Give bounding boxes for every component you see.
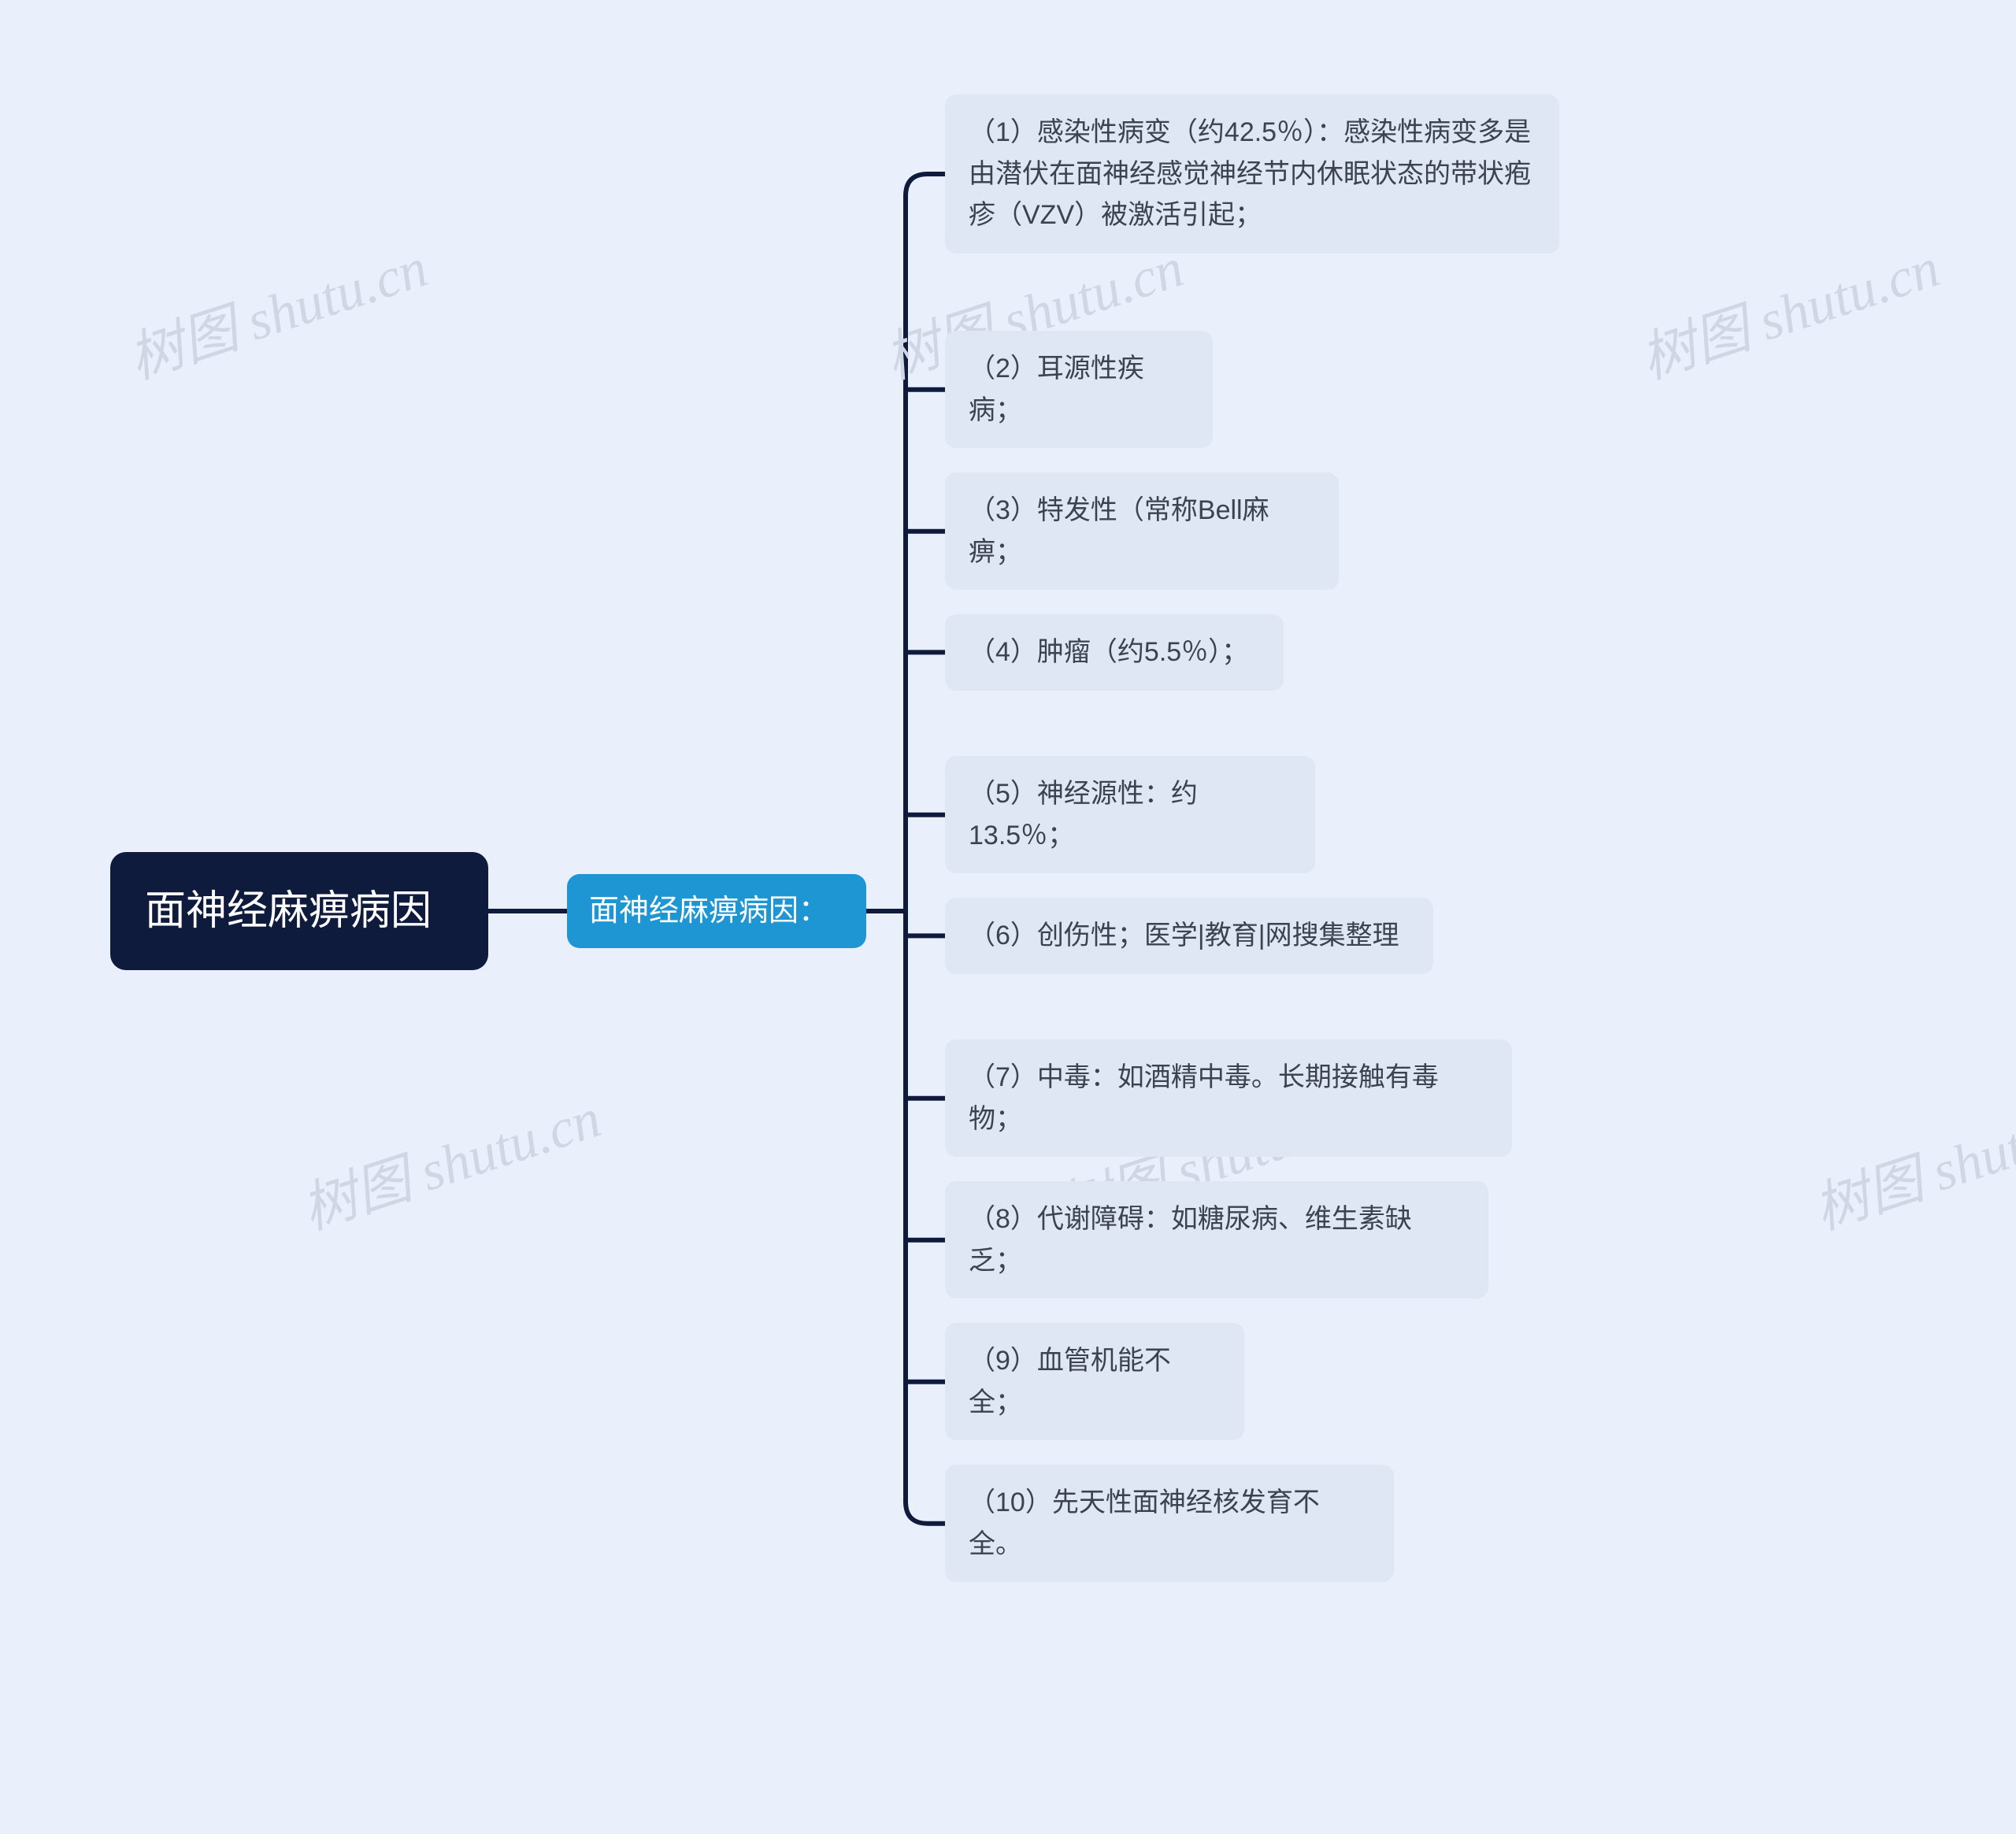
mindmap-canvas: 树图 shutu.cn 树图 shutu.cn 树图 shutu.cn 树图 shut… <box>0 0 2016 1834</box>
watermark: 树图 shutu.cn <box>1803 1074 2016 1245</box>
watermark: 树图 shutu.cn <box>291 1074 610 1245</box>
leaf-node-2: （2）耳源性疾病； <box>945 331 1213 448</box>
leaf-node-9: （9）血管机能不全； <box>945 1323 1244 1440</box>
mid-node: 面神经麻痹病因： <box>567 874 866 948</box>
leaf-node-10: （10）先天性面神经核发育不全。 <box>945 1465 1394 1582</box>
leaf-node-4: （4）肿瘤（约5.5％）； <box>945 614 1284 691</box>
root-node: 面神经麻痹病因 <box>110 852 488 970</box>
watermark: 树图 shutu.cn <box>117 224 436 395</box>
leaf-node-3: （3）特发性（常称Bell麻痹； <box>945 472 1339 590</box>
leaf-node-8: （8）代谢障碍：如糖尿病、维生素缺乏； <box>945 1181 1488 1299</box>
leaf-node-7: （7）中毒：如酒精中毒。长期接触有毒物； <box>945 1039 1512 1157</box>
leaf-node-1: （1）感染性病变（约42.5％）：感染性病变多是由潜伏在面神经感觉神经节内休眠状… <box>945 94 1559 254</box>
leaf-node-6: （6）创伤性；医学|教育|网搜集整理 <box>945 898 1433 974</box>
watermark: 树图 shutu.cn <box>1629 224 1948 395</box>
leaf-node-5: （5）神经源性：约13.5％； <box>945 756 1315 873</box>
